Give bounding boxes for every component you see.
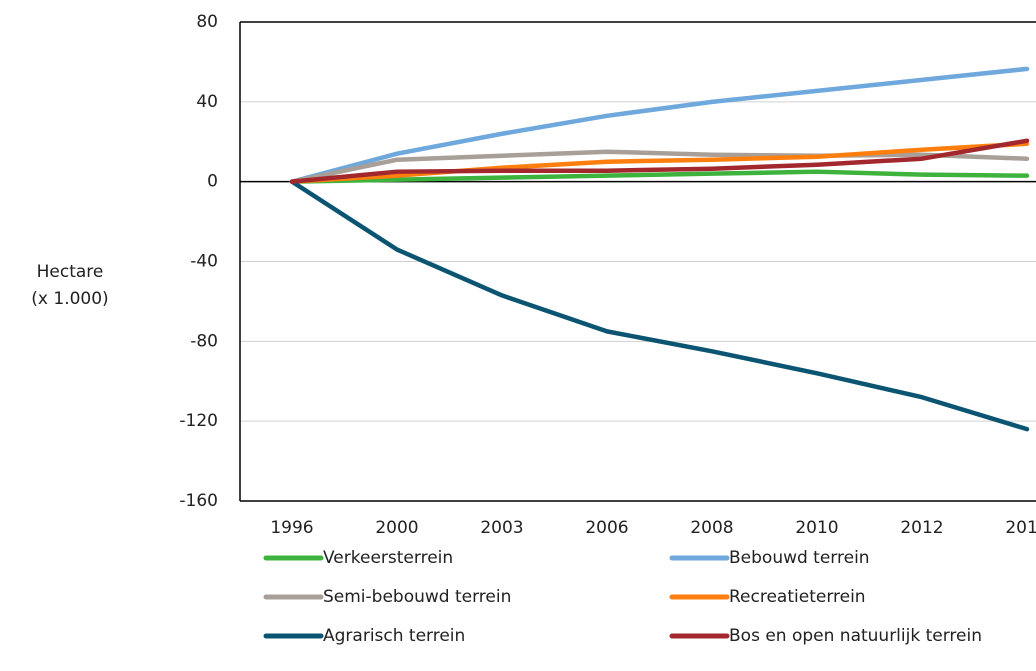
y-tick-label: -120 — [179, 411, 218, 431]
y-tick-label: -40 — [190, 252, 218, 272]
x-tick-label: 2006 — [585, 518, 628, 538]
x-tick-label: 2015 — [1005, 518, 1036, 538]
series-line — [289, 141, 1030, 184]
legend-label: Semi-bebouwd terrein — [323, 587, 511, 607]
x-tick-label: 2008 — [690, 518, 733, 538]
y-tick-label: -80 — [190, 331, 218, 351]
legend-label: Agrarisch terrein — [323, 626, 465, 646]
y-axis-label: (x 1.000) — [31, 289, 108, 309]
legend-label: Recreatieterrein — [729, 587, 866, 607]
series-line — [289, 179, 1030, 432]
series-line — [289, 149, 1030, 184]
y-tick-label: 0 — [207, 172, 218, 192]
x-tick-label: 2012 — [900, 518, 943, 538]
x-tick-label: 2003 — [480, 518, 523, 538]
series-line — [289, 169, 1030, 184]
y-tick-label: -160 — [179, 491, 218, 511]
series-line — [289, 138, 1030, 184]
y-tick-label: 40 — [196, 92, 218, 112]
legend-label: Verkeersterrein — [323, 548, 453, 568]
x-tick-label: 1996 — [270, 518, 313, 538]
x-tick-label: 2010 — [795, 518, 838, 538]
y-axis-label: Hectare — [37, 262, 104, 282]
x-tick-label: 2000 — [375, 518, 418, 538]
y-tick-label: 80 — [196, 12, 218, 32]
series-line — [289, 66, 1030, 184]
legend-label: Bos en open natuurlijk terrein — [729, 626, 982, 646]
legend-label: Bebouwd terrein — [729, 548, 870, 568]
